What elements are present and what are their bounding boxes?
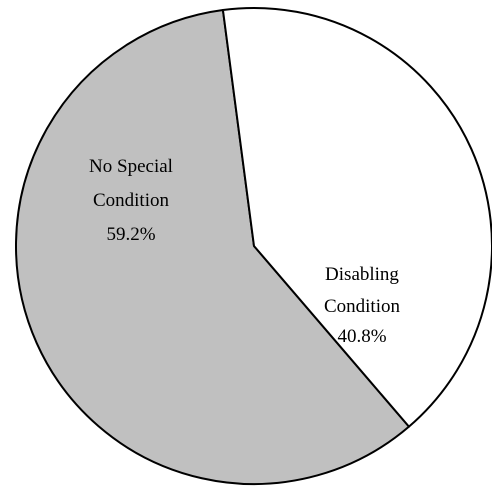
slice-label-no-special-line1: No Special [89, 156, 173, 177]
pie-slices [16, 8, 492, 484]
slice-percent-disabling: 40.8% [337, 326, 386, 347]
slice-label-no-special-line2: Condition [93, 190, 170, 211]
slice-label-disabling-line1: Disabling [325, 264, 399, 285]
slice-percent-no-special: 59.2% [106, 224, 155, 245]
slice-label-disabling-line2: Condition [324, 296, 401, 317]
